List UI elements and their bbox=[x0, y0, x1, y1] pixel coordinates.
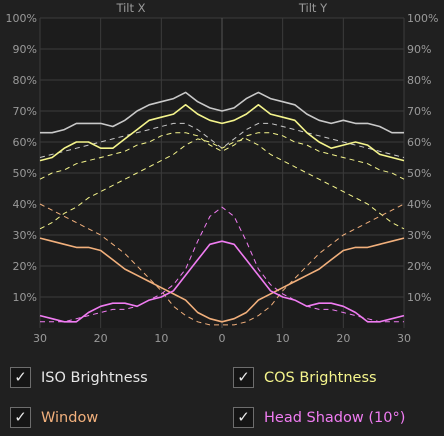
y-tick-label-left: 30% bbox=[13, 229, 37, 242]
checkbox-head-shadow[interactable]: ✓ bbox=[233, 407, 254, 428]
x-tick-label: 0 bbox=[219, 332, 226, 345]
y-tick-label-right: 90% bbox=[407, 43, 431, 56]
header-label: Tilt X bbox=[115, 1, 145, 15]
y-tick-label-left: 80% bbox=[13, 74, 37, 87]
y-tick-label-right: 70% bbox=[407, 105, 431, 118]
y-tick-label-left: 40% bbox=[13, 198, 37, 211]
y-tick-label-right: 20% bbox=[407, 260, 431, 273]
chart: Tilt X Tilt Y 10% 10% 20% 20% 30% 30% 40% 40% 50% 5… bbox=[6, 1, 439, 345]
legend-label-window: Window bbox=[41, 409, 99, 426]
legend-item-iso-brightness[interactable]: ✓ ISO Brightness bbox=[10, 367, 148, 388]
legend-item-head-shadow[interactable]: ✓ Head Shadow (10°) bbox=[233, 407, 405, 428]
y-tick-label-right: 80% bbox=[407, 74, 431, 87]
x-tick-label: 20 bbox=[94, 332, 108, 345]
series-line-3 bbox=[39, 132, 405, 180]
y-tick-label-left: 60% bbox=[13, 136, 37, 149]
legend-label-head-shadow: Head Shadow (10°) bbox=[264, 409, 406, 426]
header-label: Tilt Y bbox=[298, 1, 328, 15]
x-tick-label: 30 bbox=[33, 332, 47, 345]
x-tick-label: 10 bbox=[154, 332, 168, 345]
legend-label-iso-brightness: ISO Brightness bbox=[41, 369, 148, 386]
legend-label-cos-brightness: COS Brightness bbox=[264, 369, 377, 386]
x-tick-label: 30 bbox=[397, 332, 411, 345]
y-tick-label-right: 100% bbox=[407, 12, 438, 25]
y-tick-label-right: 40% bbox=[407, 198, 431, 211]
checkbox-iso-brightness[interactable]: ✓ bbox=[10, 367, 31, 388]
y-tick-label-left: 70% bbox=[13, 105, 37, 118]
checkbox-cos-brightness[interactable]: ✓ bbox=[233, 367, 254, 388]
y-tick-label-right: 10% bbox=[407, 291, 431, 304]
series-line-8 bbox=[40, 206, 404, 323]
x-tick-label: 10 bbox=[276, 332, 290, 345]
y-tick-label-left: 90% bbox=[13, 43, 37, 56]
series-line-6 bbox=[39, 203, 405, 326]
y-tick-label-right: 60% bbox=[407, 136, 431, 149]
checkbox-window[interactable]: ✓ bbox=[10, 407, 31, 428]
series-line-2 bbox=[39, 104, 405, 162]
series-line-0 bbox=[40, 91, 404, 134]
y-tick-label-right: 30% bbox=[407, 229, 431, 242]
y-tick-label-left: 20% bbox=[13, 260, 37, 273]
y-tick-label-right: 50% bbox=[407, 167, 431, 180]
y-tick-label-left: 10% bbox=[13, 291, 37, 304]
series-line-1 bbox=[39, 122, 405, 158]
y-tick-label-left: 50% bbox=[13, 167, 37, 180]
series-line-4 bbox=[39, 138, 405, 230]
series-line-7 bbox=[39, 240, 405, 323]
y-tick-label-left: 100% bbox=[6, 12, 37, 25]
legend-item-cos-brightness[interactable]: ✓ COS Brightness bbox=[233, 367, 377, 388]
series-line-5 bbox=[39, 237, 405, 323]
legend-item-window[interactable]: ✓ Window bbox=[10, 407, 98, 428]
legend: ✓ ISO Brightness ✓ COS Brightness ✓ Wind… bbox=[0, 358, 444, 436]
x-tick-label: 20 bbox=[336, 332, 350, 345]
